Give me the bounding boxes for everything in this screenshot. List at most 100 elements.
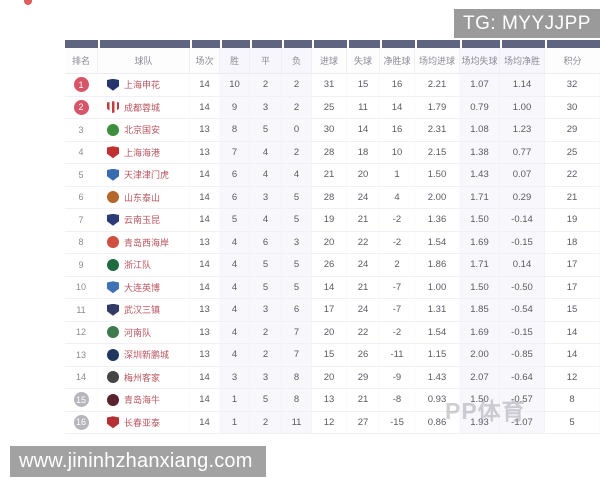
stat-cell: 20 (323, 326, 335, 338)
stat-cell: 21 (566, 191, 578, 203)
rank-cell: 5 (65, 164, 98, 186)
stat-cell: 17 (566, 281, 578, 293)
stat-cell: 1.54 (427, 236, 447, 248)
table-row[interactable]: 8 青岛西海岸 13 4 6 3 20 22 -2 1.54 1.69 -0.15 18 (65, 231, 600, 254)
team-name[interactable]: 大连英博 (124, 282, 161, 293)
table-row[interactable]: 3 北京国安 13 8 5 0 30 14 16 2.31 1.08 1.23 29 (65, 119, 600, 142)
stat-cell: 14 (357, 124, 369, 136)
stat-cell: 7 (282, 321, 312, 343)
stat-cell: 0.77 (500, 141, 545, 163)
table-row[interactable]: 4 上海海港 13 7 4 2 28 18 10 2.15 1.38 0.77 25 (65, 141, 600, 164)
stat-cell: 1.93 (460, 411, 500, 433)
table-row[interactable]: 11 武汉三镇 13 4 3 6 17 24 -7 1.31 1.85 -0.54 15 (65, 299, 600, 322)
stat-cell: 1.79 (427, 101, 447, 113)
bar-segment (220, 40, 250, 48)
table-row[interactable]: 6 山东泰山 14 6 3 5 28 24 4 2.00 1.71 0.29 21 (65, 186, 600, 209)
team-cell[interactable]: 天津津门虎 (98, 164, 190, 186)
team-name[interactable]: 深圳新鹏城 (124, 350, 170, 361)
column-header-5: 负 (282, 48, 312, 73)
team-name[interactable]: 上海海港 (124, 147, 161, 158)
stat-cell: 26 (323, 259, 335, 271)
team-cell[interactable]: 山东泰山 (98, 187, 190, 209)
team-cell[interactable]: 武汉三镇 (98, 299, 190, 321)
stat-cell: 27 (357, 416, 369, 428)
stat-cell: 0.86 (427, 416, 447, 428)
team-name[interactable]: 长春亚泰 (124, 417, 161, 428)
team-cell[interactable]: 上海海港 (98, 142, 190, 164)
table-row[interactable]: 13 深圳新鹏城 13 4 2 7 15 26 -11 1.15 2.00 -0.85 14 (65, 344, 600, 367)
team-name[interactable]: 云南玉昆 (124, 215, 161, 226)
team-cell[interactable]: 梅州客家 (98, 367, 190, 389)
team-cell[interactable]: 大连英博 (98, 277, 190, 299)
team-cell[interactable]: 深圳新鹏城 (98, 344, 190, 366)
stat-cell: 9 (220, 96, 250, 118)
table-row[interactable]: 2 成都蓉城 14 9 3 2 25 11 14 1.79 0.79 1.00 30 (65, 96, 600, 119)
rank-badge: 9 (78, 259, 84, 270)
team-cell[interactable]: 北京国安 (98, 119, 190, 141)
table-row[interactable]: 9 浙江队 14 4 5 5 26 24 2 1.86 1.71 0.14 17 (65, 254, 600, 277)
team-name[interactable]: 青岛西海岸 (124, 237, 170, 248)
table-row[interactable]: 7 云南玉昆 14 5 4 5 19 21 -2 1.36 1.50 -0.14 19 (65, 209, 600, 232)
table-row[interactable]: 14 梅州客家 14 3 3 8 20 29 -9 1.43 2.07 -0.64 12 (65, 366, 600, 389)
team-name[interactable]: 成都蓉城 (124, 102, 161, 113)
team-name[interactable]: 山东泰山 (124, 192, 161, 203)
bar-segment (545, 40, 600, 48)
team-name[interactable]: 梅州客家 (124, 372, 161, 383)
team-cell[interactable]: 云南玉昆 (98, 209, 190, 231)
table-row[interactable]: 5 天津津门虎 14 6 4 4 21 20 1 1.50 1.43 0.07 22 (65, 164, 600, 187)
team-cell[interactable]: 浙江队 (98, 254, 190, 276)
stat-cell: 17 (323, 304, 335, 316)
team-cell[interactable]: 青岛西海岸 (98, 232, 190, 254)
table-row[interactable]: 1 上海申花 14 10 2 2 31 15 16 2.21 1.07 1.14 32 (65, 74, 600, 97)
team-cell[interactable]: 长春亚泰 (98, 412, 190, 434)
table-row[interactable]: 12 河南队 13 4 2 7 20 22 -2 1.54 1.69 -0.15 14 (65, 321, 600, 344)
team-name[interactable]: 武汉三镇 (124, 305, 161, 316)
team-name[interactable]: 浙江队 (124, 260, 152, 271)
table-row[interactable]: 10 大连英博 14 4 5 5 14 21 -7 1.00 1.50 -0.50 17 (65, 276, 600, 299)
stat-cell: 1.00 (427, 281, 447, 293)
bar-segment (98, 40, 190, 48)
stat-cell: -2 (392, 236, 402, 248)
table-row[interactable]: 15 青岛海牛 14 1 5 8 13 21 -8 0.93 1.50 -0.57 8 (65, 389, 600, 412)
stat-cell: 1.36 (427, 214, 447, 226)
column-header-2: 场次 (190, 48, 220, 73)
stat-cell: 13 (199, 326, 210, 338)
red-marker-dot (24, 0, 32, 5)
rank-cell: 3 (65, 119, 98, 141)
stat-cell: 17 (566, 259, 578, 271)
stat-cell: 22 (566, 169, 578, 181)
stat-cell: 20 (323, 371, 335, 383)
rank-cell: 12 (65, 322, 98, 344)
team-cell[interactable]: 上海申花 (98, 74, 190, 96)
stat-cell: -0.50 (500, 276, 545, 298)
stat-cell: 2.31 (427, 124, 447, 136)
team-name[interactable]: 天津津门虎 (124, 170, 170, 181)
stat-cell: 22 (357, 236, 369, 248)
stat-cell: -0.57 (500, 389, 545, 411)
bar-segment (460, 40, 500, 48)
team-name[interactable]: 青岛海牛 (124, 395, 161, 406)
stat-cell: 26 (357, 349, 369, 361)
column-header-3: 胜 (220, 48, 250, 73)
stat-cell: 25 (566, 146, 578, 158)
stat-cell: -0.15 (500, 231, 545, 253)
stat-cell: 2.15 (427, 146, 447, 158)
rank-badge: 11 (76, 304, 86, 315)
rank-badge: 10 (75, 282, 86, 293)
column-header-9: 场均进球 (415, 48, 460, 73)
team-cell[interactable]: 成都蓉城 (98, 97, 190, 119)
column-header-11: 场均净胜 (500, 48, 545, 73)
stat-cell: -0.54 (500, 299, 545, 321)
team-name[interactable]: 上海申花 (124, 80, 161, 91)
team-cell[interactable]: 青岛海牛 (98, 389, 190, 411)
stat-cell: -9 (392, 371, 402, 383)
bar-segment (282, 40, 312, 48)
stat-cell: 13 (199, 236, 210, 248)
team-name[interactable]: 北京国安 (124, 125, 161, 136)
table-row[interactable]: 16 长春亚泰 14 1 2 11 12 27 -15 0.86 1.93 -1.07 5 (65, 411, 600, 434)
team-name[interactable]: 河南队 (124, 327, 152, 338)
stat-cell: -0.15 (500, 321, 545, 343)
stat-cell: 14 (199, 281, 210, 293)
stat-cell: 1.69 (460, 321, 500, 343)
team-cell[interactable]: 河南队 (98, 322, 190, 344)
